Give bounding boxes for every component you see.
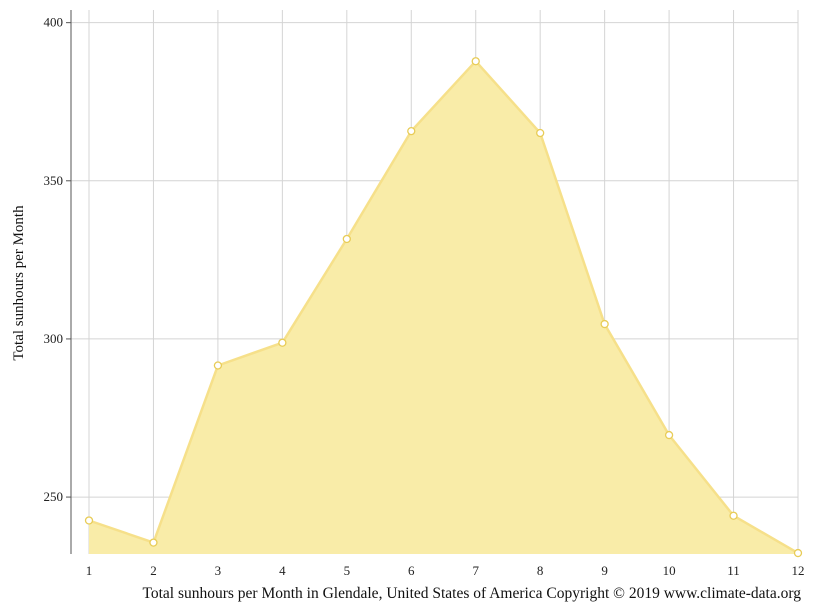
y-tick-label-250: 250 — [44, 489, 64, 504]
y-tick-label-350: 350 — [44, 173, 64, 188]
y-tick-label-300: 300 — [44, 331, 64, 346]
data-point-month-6 — [407, 126, 416, 136]
x-tick-label-1: 1 — [86, 563, 93, 578]
data-point-month-7 — [471, 57, 480, 66]
x-tick-label-10: 10 — [663, 563, 676, 578]
data-point-month-3 — [213, 361, 223, 370]
data-markers — [84, 57, 803, 558]
x-tick-label-6: 6 — [408, 563, 415, 578]
x-tick-label-9: 9 — [601, 563, 608, 578]
x-tick-labels: 1 2 3 4 5 6 7 8 9 10 11 12 — [86, 563, 805, 578]
sunhours-line — [88, 59, 799, 555]
data-point-month-8 — [536, 128, 545, 138]
data-point-month-9 — [600, 319, 609, 329]
data-point-month-2 — [149, 538, 158, 547]
x-tick-label-7: 7 — [472, 563, 479, 578]
x-axis-caption: Total sunhours per Month in Glendale, Un… — [142, 585, 801, 602]
y-tick-labels: 250 300 350 400 — [44, 15, 71, 504]
y-tick-label-400: 400 — [44, 15, 64, 30]
data-point-month-10 — [664, 430, 674, 440]
x-tick-label-5: 5 — [344, 563, 351, 578]
x-tick-label-3: 3 — [215, 563, 222, 578]
data-point-month-5 — [342, 234, 351, 244]
x-tick-label-12: 12 — [792, 563, 805, 578]
x-tick-label-2: 2 — [150, 563, 157, 578]
data-point-month-11 — [729, 511, 738, 520]
data-point-month-4 — [278, 338, 287, 347]
x-tick-label-8: 8 — [537, 563, 544, 578]
x-tick-label-11: 11 — [727, 563, 740, 578]
sunhours-area — [89, 61, 798, 554]
data-point-month-12 — [793, 548, 803, 558]
y-axis-title: Total sunhours per Month — [11, 205, 27, 361]
data-point-month-1 — [84, 516, 94, 525]
x-tick-label-4: 4 — [279, 563, 286, 578]
